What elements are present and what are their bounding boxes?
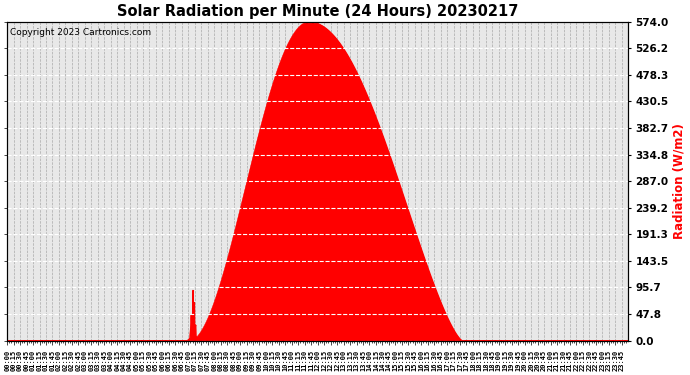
Title: Solar Radiation per Minute (24 Hours) 20230217: Solar Radiation per Minute (24 Hours) 20… — [117, 4, 518, 19]
Y-axis label: Radiation (W/m2): Radiation (W/m2) — [673, 123, 686, 239]
Text: Copyright 2023 Cartronics.com: Copyright 2023 Cartronics.com — [10, 28, 151, 37]
